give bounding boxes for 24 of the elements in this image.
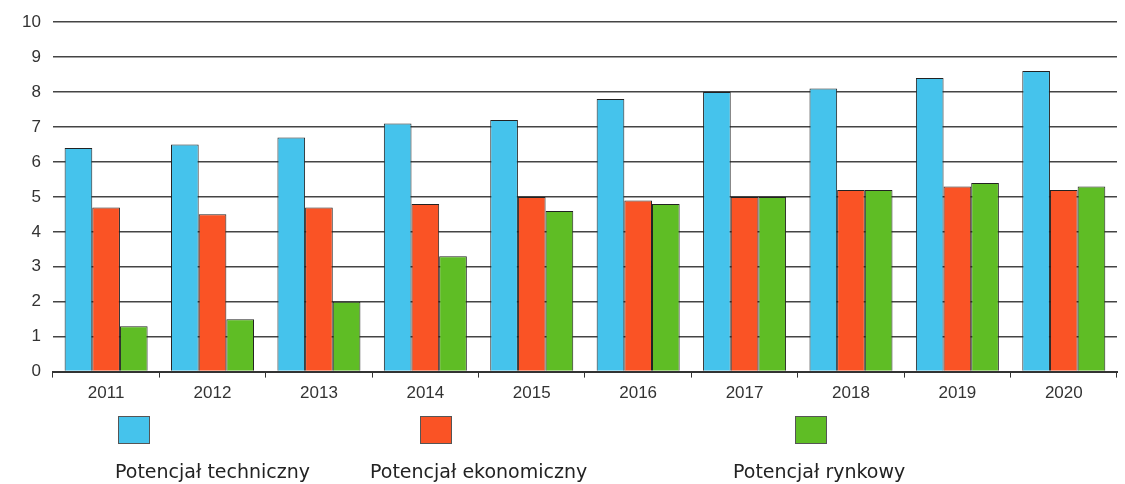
x-tick-label: 2014 xyxy=(406,383,445,403)
y-tick-label: 1 xyxy=(31,326,41,346)
x-tick-label: 2011 xyxy=(87,383,125,403)
y-tick-label: 7 xyxy=(31,116,41,136)
y-tick-label: 6 xyxy=(31,151,41,171)
y-tick-label: 10 xyxy=(21,11,41,31)
x-tick-label: 2015 xyxy=(512,383,551,403)
y-tick-label: 3 xyxy=(31,256,41,276)
x-tick-label: 2017 xyxy=(725,383,764,403)
y-tick-label: 2 xyxy=(31,291,41,311)
x-tick-label: 2016 xyxy=(619,383,658,403)
legend-label: Potencjał techniczny xyxy=(115,460,311,482)
legend-label: Potencjał ekonomiczny xyxy=(370,460,588,482)
x-tick-label: 2013 xyxy=(300,383,338,403)
x-tick-label: 2019 xyxy=(938,383,977,403)
y-tick-label: 4 xyxy=(31,221,41,241)
x-tick-label: 2018 xyxy=(832,383,870,403)
x-tick-label: 2012 xyxy=(193,383,232,403)
y-tick-label: 5 xyxy=(31,186,41,206)
x-tick-label: 2020 xyxy=(1044,383,1083,403)
y-tick-label: 0 xyxy=(31,361,41,381)
legend-label: Potencjał rynkowy xyxy=(733,460,906,482)
y-tick-label: 9 xyxy=(31,46,41,66)
y-tick-label: 8 xyxy=(31,81,41,101)
